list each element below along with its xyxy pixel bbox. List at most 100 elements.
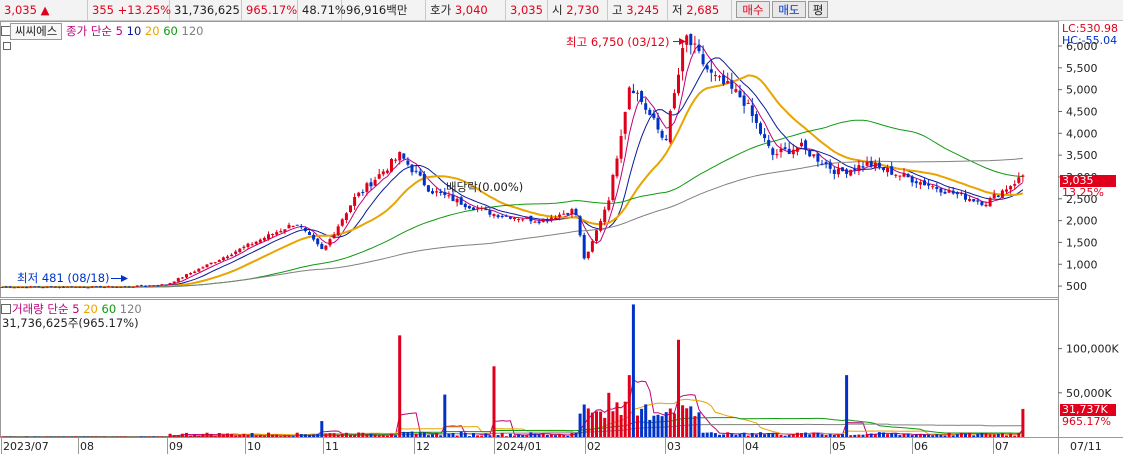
volume-tick-label: 100,000K: [1066, 343, 1119, 356]
candle-body: [365, 183, 369, 192]
volume-bar: [607, 392, 611, 437]
volume-bar: [685, 408, 689, 437]
volume-bar: [324, 433, 328, 437]
candle-body: [164, 284, 168, 286]
volume-bar: [742, 432, 746, 437]
candle-body: [562, 213, 566, 215]
evaluate-button[interactable]: 평: [808, 1, 828, 18]
volume-bar: [923, 434, 926, 437]
candle-body: [320, 243, 324, 250]
volume-bar: [599, 411, 603, 437]
price-panel-frame: [0, 21, 1059, 298]
legend-ma20: 20: [144, 24, 160, 38]
crosshair-toggle-icon[interactable]: [3, 42, 11, 50]
min-price-label: 최저 481 (08/18): [17, 271, 110, 285]
price-change: 355 +13.25%: [88, 0, 171, 20]
candle-body: [607, 200, 611, 210]
candle-body: [513, 217, 516, 220]
candle-body: [295, 224, 299, 226]
date-tick-label: 09: [169, 440, 183, 453]
candle-body: [4, 286, 8, 288]
volume-bar: [480, 435, 484, 437]
price-ma-legend[interactable]: 종가 단순 5 10 20 60 120: [66, 23, 203, 39]
volume-bar: [410, 431, 414, 437]
candle-body: [29, 286, 33, 288]
candle-body: [578, 216, 582, 236]
candle-body: [340, 219, 344, 226]
candle-body: [45, 286, 49, 288]
volume-ma-legend[interactable]: 거래량 단순 5 20 60 120: [12, 301, 142, 317]
candle-body: [349, 205, 352, 212]
candle-body: [968, 198, 972, 201]
candle-body: [500, 216, 504, 218]
candle-body: [312, 234, 316, 240]
volume-bar: [340, 433, 344, 437]
volume-bar: [849, 435, 853, 437]
candle-body: [185, 274, 188, 278]
candle-body: [972, 199, 976, 202]
volume-bar: [1000, 433, 1004, 437]
candle-body: [193, 271, 197, 274]
candle-body: [877, 162, 881, 167]
legend-ma5: 5: [115, 24, 123, 38]
buy-button[interactable]: 매수: [736, 1, 770, 18]
legend-ma60: 60: [163, 24, 178, 38]
candle-body: [1013, 184, 1017, 186]
volume-bar: [631, 304, 635, 437]
volume-bar: [812, 432, 816, 437]
volume-bar: [185, 432, 188, 437]
dividend-label: 배당락(0.00%): [446, 180, 523, 194]
candle-body: [176, 278, 180, 282]
volume-bar: [738, 433, 742, 437]
candle-body: [463, 203, 467, 208]
volume-bar: [209, 434, 213, 437]
candle-body: [217, 259, 221, 262]
volume-bar: [139, 436, 143, 437]
candle-body: [685, 35, 689, 45]
volume-bar: [221, 434, 225, 437]
candle-body: [484, 209, 488, 211]
candle-body: [139, 285, 143, 287]
candle-body: [845, 169, 849, 174]
volume-bar: [759, 432, 762, 437]
volume-bar: [213, 436, 217, 437]
turnover-rate: 48.71%: [298, 0, 346, 20]
candle-body: [381, 171, 385, 175]
ma10-line: [1, 57, 1024, 288]
sell-button[interactable]: 매도: [772, 1, 806, 18]
candle-body: [869, 160, 873, 167]
candle-body: [49, 286, 53, 288]
volume-bar: [320, 421, 324, 437]
volume-bar: [357, 432, 361, 437]
volume-bar: [586, 408, 590, 437]
volume-bar: [951, 435, 955, 437]
volume-bar: [984, 433, 988, 437]
candle-body: [570, 209, 574, 215]
volume-panel-toggle-icon[interactable]: [1, 304, 11, 314]
date-axis-ticks: 2023/07 08 09 10 11 12 2024/01 02 03 04 05 06 07 07/1…: [1, 437, 1102, 454]
candle-body: [336, 226, 340, 236]
candle-body: [324, 245, 328, 250]
candle-body: [406, 160, 410, 165]
candle-body: [980, 201, 984, 206]
volume-bar: [381, 435, 385, 437]
volume-bar: [836, 434, 840, 437]
candle-body: [611, 174, 615, 201]
candle-body: [459, 197, 463, 205]
candle-body: [418, 171, 422, 176]
stock-name[interactable]: 씨씨에스: [10, 23, 63, 40]
legend-ma120: 120: [181, 24, 204, 38]
candle-body: [783, 147, 787, 149]
volume-bar: [910, 435, 914, 437]
candle-body: [910, 176, 914, 183]
volume-bar: [312, 434, 316, 437]
volume-bar: [176, 435, 180, 437]
volume-bar: [349, 434, 352, 437]
volume-bar: [996, 433, 1000, 437]
candle-body: [394, 159, 398, 161]
candle-body: [529, 215, 533, 222]
price-tick-label: 5,000: [1066, 84, 1098, 97]
volume-bar: [377, 435, 381, 437]
candle-body: [906, 174, 910, 178]
